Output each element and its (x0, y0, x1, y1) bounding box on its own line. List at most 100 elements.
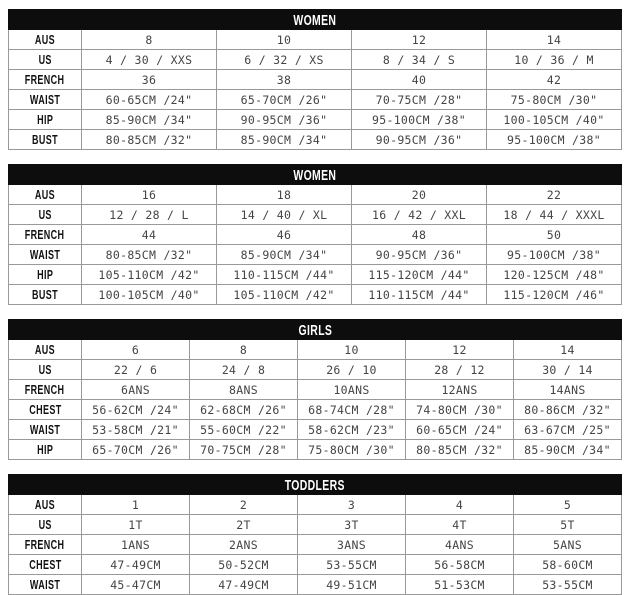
row-label-text: US (38, 362, 52, 377)
size-cell: 51-53CM (405, 574, 514, 595)
size-cell: 115-120CM /44" (351, 264, 487, 285)
row-label-text: CHEST (28, 557, 62, 572)
size-table-women-1: WOMEN AUS 8 10 12 14 US 4 / 30 / XXS 6 / 32 / XS… (8, 9, 622, 150)
row-label: US (8, 204, 82, 225)
row-label: AUS (8, 494, 82, 515)
row-label: US (8, 359, 82, 380)
table-row: CHEST 47-49CM 50-52CM 53-55CM 56-58CM 58-60CM (8, 554, 622, 575)
row-label-text: FRENCH (25, 537, 65, 552)
size-cell: 47-49CM (189, 574, 298, 595)
table-header-row: WOMEN (8, 164, 622, 185)
row-label-text: BUST (32, 132, 58, 147)
size-cell: 50 (486, 224, 622, 245)
size-cell: 120-125CM /48" (486, 264, 622, 285)
table-title: TODDLERS (8, 474, 622, 495)
row-label-text: US (38, 52, 52, 67)
size-cell: 85-90CM /34" (513, 439, 622, 460)
row-label-text: WAIST (29, 577, 61, 592)
size-cell: 48 (351, 224, 487, 245)
row-label-text: FRENCH (25, 382, 65, 397)
size-cell: 18 / 44 / XXXL (486, 204, 622, 225)
row-label-text: BUST (32, 287, 58, 302)
size-cell: 10 (216, 29, 352, 50)
size-cell: 10 (297, 339, 406, 360)
size-cell: 90-95CM /36" (216, 109, 352, 130)
size-cell: 85-90CM /34" (216, 129, 352, 150)
size-cell: 49-51CM (297, 574, 406, 595)
size-cell: 1 (81, 494, 190, 515)
size-cell: 16 / 42 / XXL (351, 204, 487, 225)
table-row: WAIST 80-85CM /32" 85-90CM /34" 90-95CM /36… (8, 244, 622, 265)
row-label: HIP (8, 109, 82, 130)
row-label-text: HIP (36, 442, 54, 457)
row-label-text: WAIST (29, 247, 61, 262)
size-charts: WOMEN AUS 8 10 12 14 US 4 / 30 / XXS 6 / 32 / XS… (8, 9, 622, 595)
size-cell: 58-60CM (513, 554, 622, 575)
size-cell: 50-52CM (189, 554, 298, 575)
size-cell: 3 (297, 494, 406, 515)
size-cell: 2T (189, 514, 298, 535)
row-label: US (8, 49, 82, 70)
size-cell: 12 / 28 / L (81, 204, 217, 225)
size-cell: 14 (486, 29, 622, 50)
table-row: US 1T 2T 3T 4T 5T (8, 514, 622, 535)
row-label: HIP (8, 439, 82, 460)
size-cell: 46 (216, 224, 352, 245)
size-cell: 16 (81, 184, 217, 205)
size-cell: 5 (513, 494, 622, 515)
size-cell: 80-85CM /32" (81, 129, 217, 150)
size-cell: 14ANS (513, 379, 622, 400)
size-cell: 12 (405, 339, 514, 360)
table-row: AUS 6 8 10 12 14 (8, 339, 622, 360)
row-label-text: CHEST (28, 402, 62, 417)
table-row: WAIST 53-58CM /21" 55-60CM /22" 58-62CM /23… (8, 419, 622, 440)
row-label: CHEST (8, 399, 82, 420)
size-cell: 45-47CM (81, 574, 190, 595)
size-cell: 47-49CM (81, 554, 190, 575)
size-cell: 4 / 30 / XXS (81, 49, 217, 70)
table-row: AUS 16 18 20 22 (8, 184, 622, 205)
table-title: WOMEN (8, 164, 622, 185)
size-cell: 8 (189, 339, 298, 360)
table-row: HIP 105-110CM /42" 110-115CM /44" 115-120CM… (8, 264, 622, 285)
size-cell: 60-65CM /24" (81, 89, 217, 110)
size-cell: 14 (513, 339, 622, 360)
size-cell: 22 (486, 184, 622, 205)
size-cell: 85-90CM /34" (216, 244, 352, 265)
table-row: FRENCH 36 38 40 42 (8, 69, 622, 90)
size-cell: 62-68CM /26" (189, 399, 298, 420)
size-cell: 18 (216, 184, 352, 205)
size-cell: 4 (405, 494, 514, 515)
size-cell: 105-110CM /42" (216, 284, 352, 305)
size-cell: 5ANS (513, 534, 622, 555)
size-cell: 95-100CM /38" (486, 129, 622, 150)
size-cell: 63-67CM /25" (513, 419, 622, 440)
size-cell: 14 / 40 / XL (216, 204, 352, 225)
table-row: US 22 / 6 24 / 8 26 / 10 28 / 12 30 / 14 (8, 359, 622, 380)
table-header-row: GIRLS (8, 319, 622, 340)
size-cell: 80-85CM /32" (81, 244, 217, 265)
size-table-girls-3: GIRLS AUS 6 8 10 12 14 US 22 / 6 24 / 8 26 / 10 28 … (8, 319, 622, 460)
row-label-text: AUS (34, 342, 56, 357)
row-label-text: FRENCH (25, 72, 65, 87)
size-cell: 56-58CM (405, 554, 514, 575)
size-cell: 55-60CM /22" (189, 419, 298, 440)
size-cell: 8ANS (189, 379, 298, 400)
size-cell: 80-85CM /32" (405, 439, 514, 460)
table-title-text: WOMEN (293, 168, 337, 184)
table-row: AUS 1 2 3 4 5 (8, 494, 622, 515)
row-label-text: FRENCH (25, 227, 65, 242)
size-cell: 10 / 36 / M (486, 49, 622, 70)
table-row: US 12 / 28 / L 14 / 40 / XL 16 / 42 / XXL 18… (8, 204, 622, 225)
size-cell: 75-80CM /30" (297, 439, 406, 460)
row-label: WAIST (8, 574, 82, 595)
size-cell: 3ANS (297, 534, 406, 555)
row-label-text: AUS (34, 187, 56, 202)
table-row: BUST 80-85CM /32" 85-90CM /34" 90-95CM /36"… (8, 129, 622, 150)
size-cell: 70-75CM /28" (351, 89, 487, 110)
size-cell: 10ANS (297, 379, 406, 400)
table-title-text: WOMEN (293, 13, 337, 29)
row-label-text: WAIST (29, 92, 61, 107)
table-title: WOMEN (8, 9, 622, 30)
table-row: US 4 / 30 / XXS 6 / 32 / XS 8 / 34 / S 10 / … (8, 49, 622, 70)
